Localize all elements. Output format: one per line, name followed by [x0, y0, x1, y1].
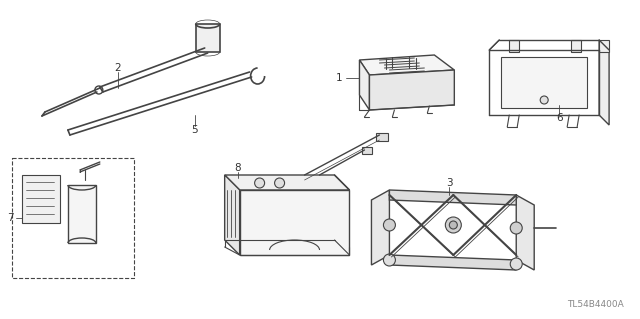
Text: 3: 3 — [446, 178, 452, 188]
Circle shape — [510, 222, 522, 234]
Polygon shape — [369, 70, 454, 110]
Polygon shape — [516, 195, 534, 270]
Polygon shape — [389, 190, 516, 205]
Circle shape — [383, 254, 396, 266]
Bar — [376, 133, 388, 141]
Text: 6: 6 — [556, 113, 563, 123]
Text: TL54B4400A: TL54B4400A — [567, 300, 624, 309]
Polygon shape — [225, 175, 349, 190]
Circle shape — [445, 217, 461, 233]
Circle shape — [540, 96, 548, 104]
Bar — [509, 40, 519, 52]
Circle shape — [383, 219, 396, 231]
Text: 7: 7 — [6, 213, 13, 223]
Bar — [68, 185, 96, 243]
Bar — [599, 40, 609, 52]
Polygon shape — [225, 175, 239, 255]
Circle shape — [510, 258, 522, 270]
Bar — [12, 158, 134, 278]
Text: 2: 2 — [115, 63, 121, 73]
Polygon shape — [599, 40, 609, 125]
Circle shape — [255, 178, 264, 188]
Polygon shape — [389, 255, 516, 270]
Text: 5: 5 — [191, 125, 198, 135]
Polygon shape — [501, 57, 587, 108]
Bar — [362, 147, 372, 154]
Bar — [22, 175, 60, 223]
Polygon shape — [239, 190, 349, 255]
Polygon shape — [360, 55, 454, 75]
Text: 8: 8 — [234, 163, 241, 173]
Circle shape — [449, 221, 458, 229]
Bar — [571, 40, 581, 52]
Bar — [196, 24, 220, 52]
Polygon shape — [360, 60, 369, 110]
Polygon shape — [371, 190, 389, 265]
Text: 1: 1 — [336, 73, 343, 83]
Circle shape — [275, 178, 285, 188]
